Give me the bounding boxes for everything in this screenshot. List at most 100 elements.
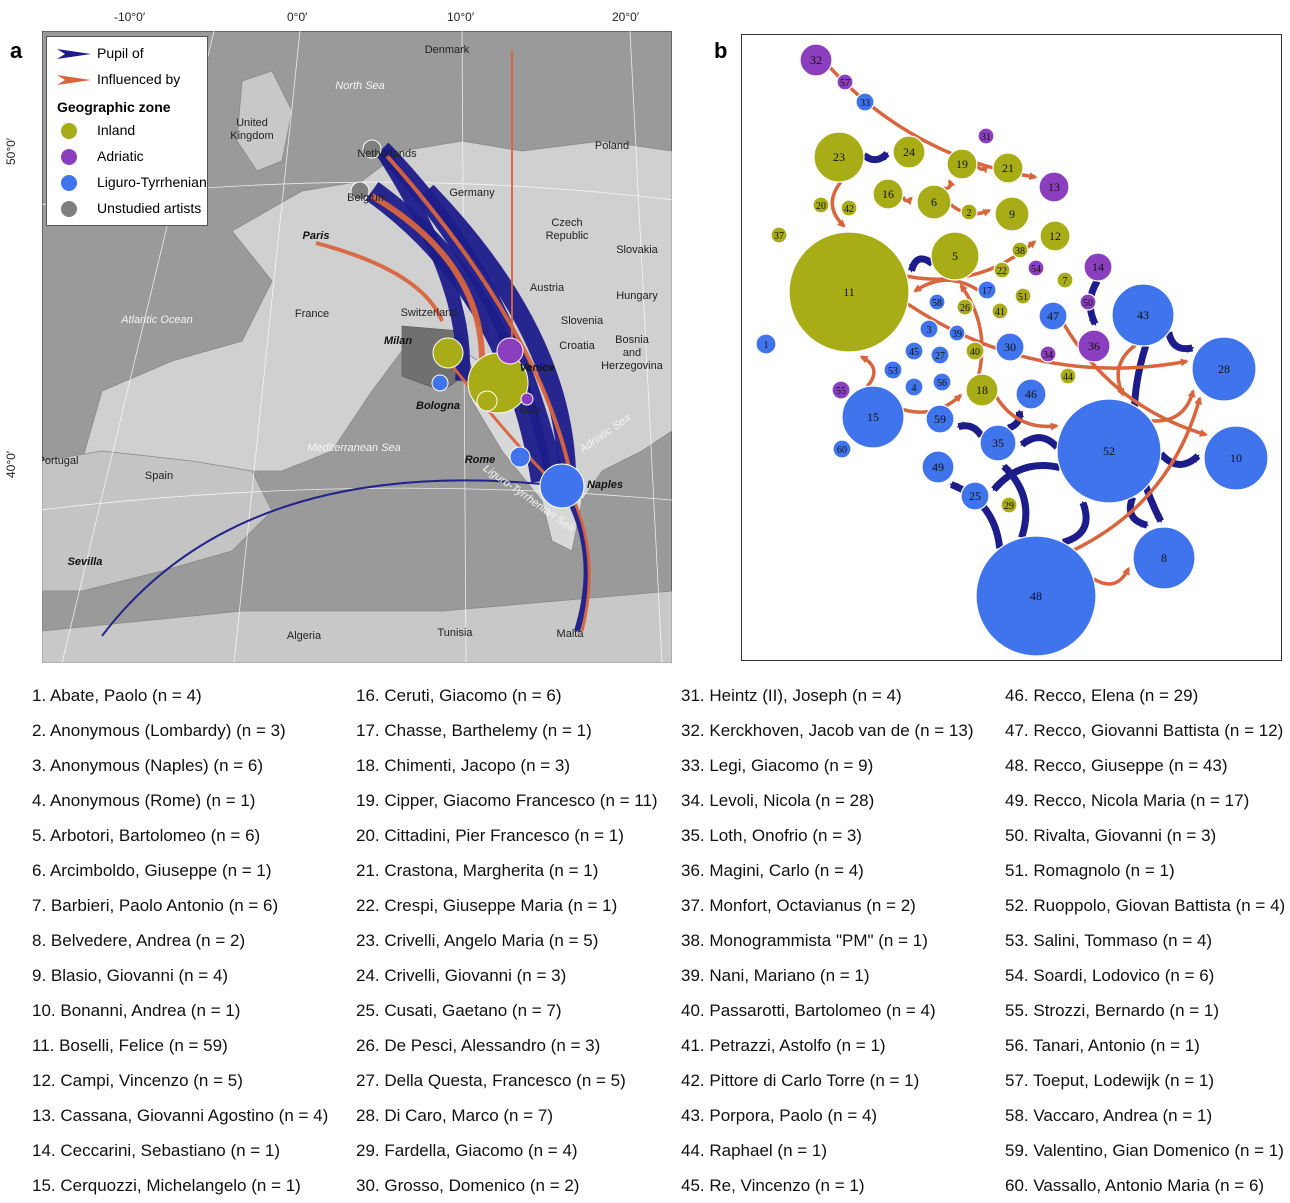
- network-node: 51: [1015, 288, 1031, 304]
- node-label: 38: [1015, 246, 1025, 257]
- legend-pupil-of: Pupil of: [97, 45, 144, 61]
- artist-list-item: 6. Arcimboldo, Giuseppe (n = 1): [32, 853, 328, 888]
- country-label: France: [295, 308, 329, 320]
- artist-list-item: 8. Belvedere, Andrea (n = 2): [32, 923, 328, 958]
- network-node: 28: [1192, 337, 1256, 401]
- node-label: 33: [860, 98, 870, 109]
- artist-list-item: 11. Boselli, Felice (n = 59): [32, 1028, 328, 1063]
- node-label: 25: [969, 489, 981, 503]
- zone-swatch-icon: [61, 123, 77, 139]
- city-label: Paris: [303, 230, 330, 242]
- network-node: 42: [841, 200, 857, 216]
- artist-list-item: 10. Bonanni, Andrea (n = 1): [32, 993, 328, 1028]
- node-label: 5: [952, 249, 958, 263]
- artist-list-item: 33. Legi, Giacomo (n = 9): [681, 748, 974, 783]
- artist-list-item: 14. Ceccarini, Sebastiano (n = 1): [32, 1133, 328, 1168]
- sea-label: Atlantic Ocean: [120, 314, 193, 326]
- node-label: 35: [992, 436, 1004, 450]
- country-label: Poland: [595, 140, 629, 152]
- artist-list-item: 45. Re, Vincenzo (n = 1): [681, 1168, 974, 1203]
- location-circle: [432, 375, 448, 391]
- node-label: 2: [967, 208, 972, 219]
- map-panel: United Kingdom Netherlands Belgium Germany De…: [42, 31, 672, 663]
- artist-list-item: 2. Anonymous (Lombardy) (n = 3): [32, 713, 328, 748]
- legend-zone-label: Inland: [97, 122, 135, 138]
- node-label: 31: [981, 132, 991, 143]
- artist-list-item: 28. Di Caro, Marco (n = 7): [356, 1098, 658, 1133]
- network-node: 44: [1060, 368, 1076, 384]
- artist-list-item: 22. Crespi, Giuseppe Maria (n = 1): [356, 888, 658, 923]
- legend-influenced-by: Influenced by: [97, 71, 180, 87]
- city-label: Bologna: [416, 400, 460, 412]
- node-label: 40: [970, 347, 980, 358]
- artist-list-item: 21. Crastona, Margherita (n = 1): [356, 853, 658, 888]
- node-label: 56: [937, 378, 947, 389]
- pupil-arrow-icon: [55, 47, 95, 61]
- artist-list-item: 38. Monogrammista "PM" (n = 1): [681, 923, 974, 958]
- location-circle: [477, 391, 497, 411]
- network-node: 45: [905, 342, 923, 360]
- map-legend: Pupil of Influenced by Geographic zone I…: [46, 36, 208, 226]
- network-node: 26: [957, 299, 973, 315]
- node-label: 28: [1218, 362, 1230, 376]
- network-node: 16: [873, 179, 903, 209]
- node-label: 47: [1047, 309, 1059, 323]
- network-node: 27: [931, 346, 949, 364]
- network-node: 5: [931, 232, 979, 280]
- network-node: 4: [905, 378, 923, 396]
- artist-list-item: 43. Porpora, Paolo (n = 4): [681, 1098, 974, 1133]
- network-node: 36: [1078, 330, 1110, 362]
- zone-swatch-icon: [61, 175, 77, 191]
- city-label: Naples: [587, 479, 623, 491]
- country-label: Hungary: [616, 290, 658, 302]
- sea-label: North Sea: [335, 80, 385, 92]
- network-node: 56: [933, 373, 951, 391]
- network-node: 23: [814, 132, 864, 182]
- network-node: 25: [961, 482, 989, 510]
- country-label: Spain: [145, 470, 173, 482]
- zone-swatch-icon: [61, 201, 77, 217]
- artist-list-item: 9. Blasio, Giovanni (n = 4): [32, 958, 328, 993]
- city-label: Milan: [384, 335, 412, 347]
- sea-label: Mediterranean Sea: [307, 442, 401, 454]
- network-node: 34: [1040, 346, 1056, 362]
- network-node: 20: [813, 197, 829, 213]
- node-label: 9: [1009, 207, 1015, 221]
- node-label: 11: [843, 285, 855, 299]
- artist-list-item: 26. De Pesci, Alessandro (n = 3): [356, 1028, 658, 1063]
- node-label: 58: [932, 298, 942, 309]
- network-node: 58: [929, 294, 945, 310]
- node-label: 4: [912, 383, 917, 394]
- country-label: United Kingdom: [230, 117, 273, 142]
- artist-list-item: 48. Recco, Giuseppe (n = 43): [1005, 748, 1285, 783]
- network-node: 14: [1084, 253, 1112, 281]
- node-label: 37: [774, 231, 784, 242]
- lon-tick: 10°0′: [447, 10, 474, 24]
- network-diagram: 1234567891011121314151617181920212223 242…: [741, 34, 1282, 661]
- country-label: Algeria: [287, 630, 322, 642]
- artist-list-item: 47. Recco, Giovanni Battista (n = 12): [1005, 713, 1285, 748]
- node-label: 60: [837, 445, 847, 456]
- network-node: 59: [926, 405, 954, 433]
- node-label: 16: [882, 187, 894, 201]
- artist-list-item: 52. Ruoppolo, Giovan Battista (n = 4): [1005, 888, 1285, 923]
- legend-zone-title: Geographic zone: [57, 99, 171, 115]
- artist-list-item: 13. Cassana, Giovanni Agostino (n = 4): [32, 1098, 328, 1133]
- network-node: 38: [1012, 242, 1028, 258]
- node-label: 19: [956, 157, 968, 171]
- node-label: 44: [1063, 372, 1073, 383]
- country-label: Austria: [530, 282, 565, 294]
- city-label: Venice: [519, 362, 554, 374]
- artist-list-item: 20. Cittadini, Pier Francesco (n = 1): [356, 818, 658, 853]
- artist-list-item: 53. Salini, Tommaso (n = 4): [1005, 923, 1285, 958]
- node-label: 41: [995, 307, 1005, 318]
- network-node: 41: [992, 303, 1008, 319]
- network-node: 50: [1080, 294, 1096, 310]
- node-label: 23: [833, 150, 845, 164]
- artist-list-item: 42. Pittore di Carlo Torre (n = 1): [681, 1063, 974, 1098]
- artist-list-item: 1. Abate, Paolo (n = 4): [32, 678, 328, 713]
- artist-list-item: 49. Recco, Nicola Maria (n = 17): [1005, 783, 1285, 818]
- zone-swatch-icon: [61, 149, 77, 165]
- node-label: 59: [934, 412, 946, 426]
- artist-list-item: 37. Monfort, Octavianus (n = 2): [681, 888, 974, 923]
